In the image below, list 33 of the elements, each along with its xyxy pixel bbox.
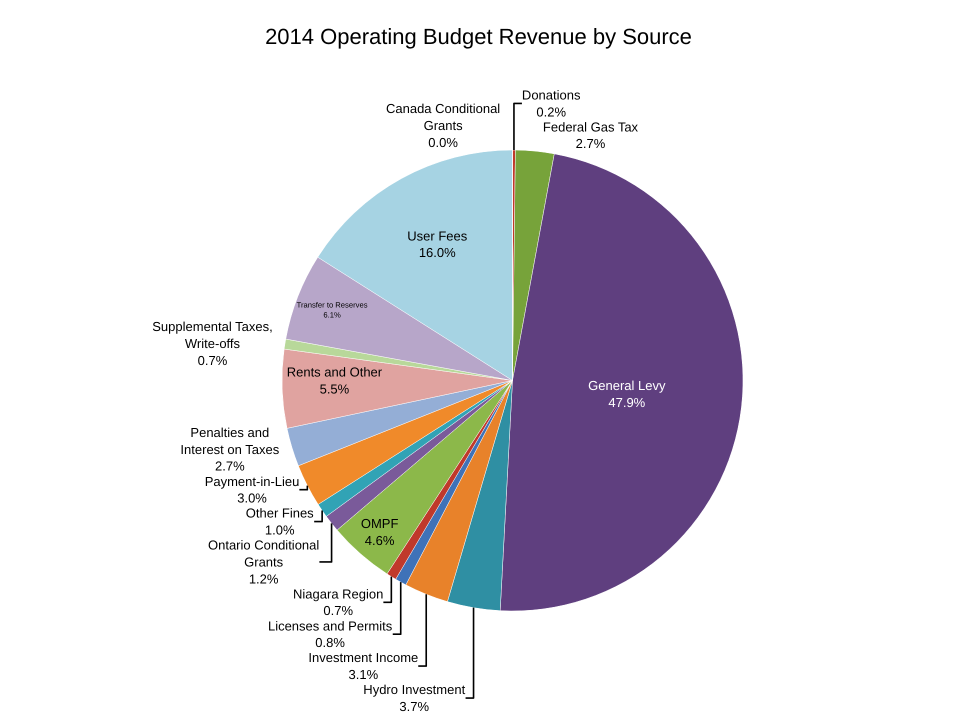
slice-label: General Levy: [588, 378, 666, 394]
data-label: 0.7%: [198, 352, 228, 368]
slice-label: Licenses and Permits: [268, 618, 393, 634]
slice-label: Niagara Region: [293, 586, 384, 602]
data-label: 3.7%: [399, 698, 430, 714]
data-label: 0.8%: [315, 635, 346, 650]
slice-label: Payment-in-Lieu: [204, 474, 300, 489]
data-label: 47.9%: [608, 395, 646, 410]
data-label: 1.2%: [248, 571, 279, 586]
data-label: 3.0%: [237, 490, 268, 506]
data-label: 2.7%: [214, 458, 246, 474]
data-label: 2.7%: [576, 136, 606, 152]
slice-label: Donations: [522, 87, 581, 102]
data-label: 4.6%: [364, 532, 395, 548]
category-label: Canada Conditional Grants: [386, 101, 500, 134]
text: 0.0%: [428, 135, 458, 150]
slice-label: Rents and Other: [286, 364, 383, 380]
data-label: 3.1%: [348, 667, 379, 682]
slice-label: Supplemental Taxes, Write-offs: [152, 319, 273, 351]
slice-label: User Fees: [407, 228, 468, 244]
slice-label: OMPF: [360, 516, 398, 531]
data-label: 1.0%: [264, 522, 295, 538]
chart-title: 2014 Operating Budget Revenue by Source: [265, 24, 692, 50]
slice-label: Other Fines: [246, 506, 314, 521]
data-label: 0.7%: [323, 603, 354, 618]
slice-label: Hydro Investment: [363, 682, 466, 698]
slice-label: Federal Gas Tax: [542, 119, 639, 134]
slice-label: Penalties and Interest on Taxes: [180, 424, 280, 457]
slice-label: Investment Income: [308, 650, 418, 666]
data-label: 0.2%: [536, 104, 566, 120]
data-label: 16.0%: [418, 245, 456, 260]
slice-label: Ontario Conditional Grants: [208, 538, 320, 570]
data-label: 5.5%: [320, 381, 350, 396]
